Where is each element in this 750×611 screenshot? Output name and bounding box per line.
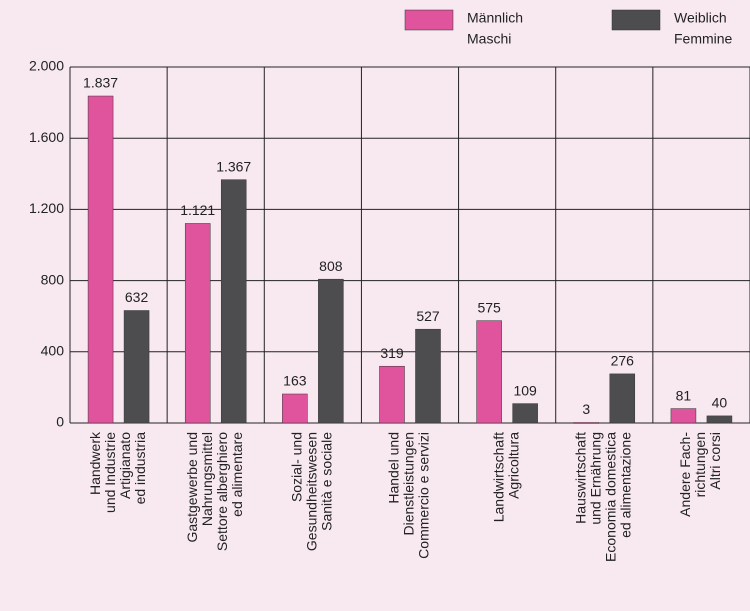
y-tick-label: 2.000 [29, 58, 64, 74]
value-label: 1.367 [216, 158, 251, 174]
legend-swatch [611, 9, 661, 31]
x-tick-label: richtungen [692, 432, 708, 497]
legend-swatch [404, 9, 454, 31]
bar [220, 179, 247, 424]
x-tick-label: Landwirtschaft [490, 432, 506, 522]
value-label: 276 [611, 353, 635, 369]
x-tick-label: und Industrie [102, 432, 118, 513]
x-tick-label: Commercio e servizi [416, 432, 432, 559]
x-tick-label: Economia domestica [602, 432, 618, 562]
x-tick-label: Artigianato [117, 432, 133, 499]
value-label: 1.837 [83, 75, 118, 91]
bar [379, 365, 405, 424]
bar [415, 328, 441, 424]
bar [87, 95, 114, 424]
x-tick-label: Altri corsi [707, 432, 723, 490]
y-tick-label: 800 [41, 271, 65, 287]
x-tick-label: ed alimentazione [617, 432, 633, 538]
x-tick-label: Andere Fach- [677, 432, 693, 517]
x-tick-label: Nahrungsmittel [199, 432, 215, 526]
legend-label: Femmine [674, 31, 733, 47]
x-tick-label: Gastgewerbe und [184, 432, 200, 543]
bar [476, 320, 502, 424]
bar [609, 373, 636, 424]
value-label: 632 [125, 289, 149, 305]
value-label: 575 [477, 299, 501, 315]
value-label: 527 [416, 308, 440, 324]
bar [512, 403, 538, 424]
value-label: 3 [582, 401, 590, 417]
value-label: 81 [676, 387, 692, 403]
x-tick-label: ed industria [132, 432, 148, 505]
value-label: 319 [380, 345, 404, 361]
y-tick-label: 400 [41, 343, 65, 359]
legend-label: Männlich [467, 10, 523, 26]
x-tick-label: Gesundheitswesen [304, 432, 320, 551]
value-label: 1.121 [180, 202, 215, 218]
y-tick-label: 0 [56, 414, 64, 430]
value-label: 40 [712, 395, 728, 411]
y-tick-label: 1.600 [29, 129, 64, 145]
bar [670, 408, 697, 424]
x-tick-label: Hauswirtschaft [572, 432, 588, 524]
x-tick-label: Settore alberghiero [214, 432, 230, 551]
legend-label: Maschi [467, 31, 511, 47]
x-tick-label: und Ernährung [587, 432, 603, 525]
value-label: 109 [513, 382, 537, 398]
value-label: 163 [283, 373, 307, 389]
value-label: 808 [319, 258, 343, 274]
bar [123, 310, 150, 424]
bar [573, 422, 600, 424]
x-tick-label: ed alimentare [229, 432, 245, 517]
legend-label: Weiblich [674, 10, 727, 26]
bar [706, 415, 733, 424]
x-tick-label: Sanità e sociale [319, 432, 335, 531]
x-tick-label: Handel und [386, 432, 402, 504]
bar [184, 223, 211, 424]
x-tick-label: Agricoltura [505, 432, 521, 499]
x-tick-label: Dienstleistungen [401, 432, 417, 536]
x-tick-label: Handwerk [87, 431, 103, 495]
bar [318, 278, 344, 424]
x-tick-label: Sozial- und [289, 432, 305, 502]
y-tick-label: 1.200 [29, 200, 64, 216]
bar [282, 393, 308, 424]
